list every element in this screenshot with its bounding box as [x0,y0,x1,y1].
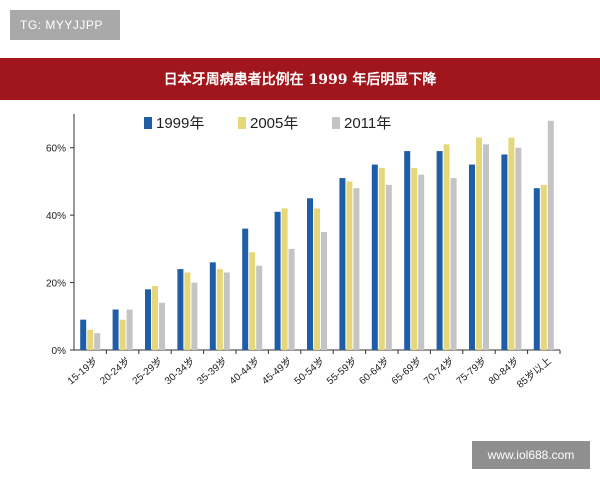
bar-1999年-35-39岁 [209,262,216,350]
bar-1999年-45-49岁 [274,211,281,350]
bar-1999年-75-79岁 [469,164,475,350]
bar-2011年-45-49岁 [288,248,295,350]
bar-1999年-50-54岁 [307,198,313,350]
bar-2005年-75-79岁 [476,137,482,350]
bar-1999年-70-74岁 [436,151,443,350]
bar-2005年-30-34岁 [184,272,191,350]
legend-label-2005年: 2005年 [250,115,298,132]
legend-swatch-2011年 [332,117,340,129]
bar-2005年-40-44岁 [249,252,256,350]
bar-2005年-15-19岁 [87,329,94,350]
bar-2005年-60-64岁 [378,167,385,350]
bar-1999年-80-84岁 [501,154,508,350]
bar-1999年-15-19岁 [80,319,87,350]
watermark-bottom: www.iol688.com [472,441,590,469]
bar-2005年-70-74岁 [443,144,450,350]
bar-1999年-20-24岁 [112,309,119,350]
bar-2011年-35-39岁 [223,272,230,350]
bar-2011年-50-54岁 [321,232,327,350]
x-tick-label: 70-74岁 [421,354,457,387]
bar-2011年-75-79岁 [483,144,489,350]
x-tick-label: 25-29岁 [129,354,165,387]
x-tick-label: 40-44岁 [227,354,263,387]
bar-1999年-25-29岁 [145,289,151,350]
bar-2011年-20-24岁 [126,309,133,350]
x-tick-label: 35-39岁 [194,354,230,387]
bar-2011年-70-74岁 [450,178,457,350]
bar-2011年-55-59岁 [353,188,360,350]
bar-2005年-50-54岁 [314,208,320,350]
x-tick-label: 50-54岁 [291,354,327,387]
bar-2011年-25-29岁 [159,302,165,350]
legend-label-2011年: 2011年 [344,115,391,132]
bar-2011年-40-44岁 [256,265,263,350]
x-tick-label: 75-79岁 [453,354,489,387]
bar-1999年-55-59岁 [339,178,346,350]
bar-2011年-30-34岁 [191,282,198,350]
y-tick-label: 60% [46,144,66,155]
chart-bars [80,120,554,350]
x-tick-label: 65-69岁 [389,354,425,387]
bar-2005年-55-59岁 [346,181,353,350]
legend-swatch-2005年 [238,117,246,129]
bar-2011年-60-64岁 [385,184,392,350]
bar-2011年-65-69岁 [418,174,425,350]
bar-2005年-25-29岁 [152,285,158,350]
bar-2011年-80-84岁 [515,147,522,350]
x-tick-label: 85岁以上 [514,354,554,390]
bar-1999年-85岁以上 [533,188,540,350]
bar-2005年-20-24岁 [119,319,126,350]
bar-2005年-35-39岁 [216,269,223,350]
chart-title: 日本牙周病患者比例在 1999 年后明显下降 [0,58,600,100]
watermark-top: TG: MYYJJPP [10,10,120,40]
bar-1999年-40-44岁 [242,228,249,350]
bar-2005年-45-49岁 [281,208,288,350]
legend-swatch-1999年 [144,117,152,129]
x-tick-label: 55-59岁 [324,354,360,387]
bar-2005年-80-84岁 [508,137,515,350]
bar-chart: 1999年 2005年 2011年 0% 20% 40% 60% 15-19岁20-24岁… [46,114,561,391]
x-tick-label: 60-64岁 [356,354,392,387]
x-tick-label: 20-24岁 [97,354,133,387]
x-tick-labels: 15-19岁20-24岁25-29岁30-34岁35-39岁40-44岁45-4… [65,354,554,390]
bar-2005年-85岁以上 [540,184,547,350]
bar-1999年-65-69岁 [404,151,411,350]
bar-1999年-60-64岁 [371,164,378,350]
y-tick-label: 0% [52,346,67,357]
bar-1999年-30-34岁 [177,269,184,350]
bar-2011年-15-19岁 [94,333,101,350]
y-tick-label: 40% [46,211,66,222]
x-tick-label: 45-49岁 [259,354,295,387]
bar-2005年-65-69岁 [411,167,418,350]
y-tick-label: 20% [46,279,66,290]
bar-2011年-85岁以上 [547,120,554,350]
x-tick-label: 15-19岁 [65,354,101,387]
chart-legend: 1999年 2005年 2011年 [144,115,391,132]
legend-label-1999年: 1999年 [156,115,204,132]
x-tick-label: 30-34岁 [162,354,198,387]
